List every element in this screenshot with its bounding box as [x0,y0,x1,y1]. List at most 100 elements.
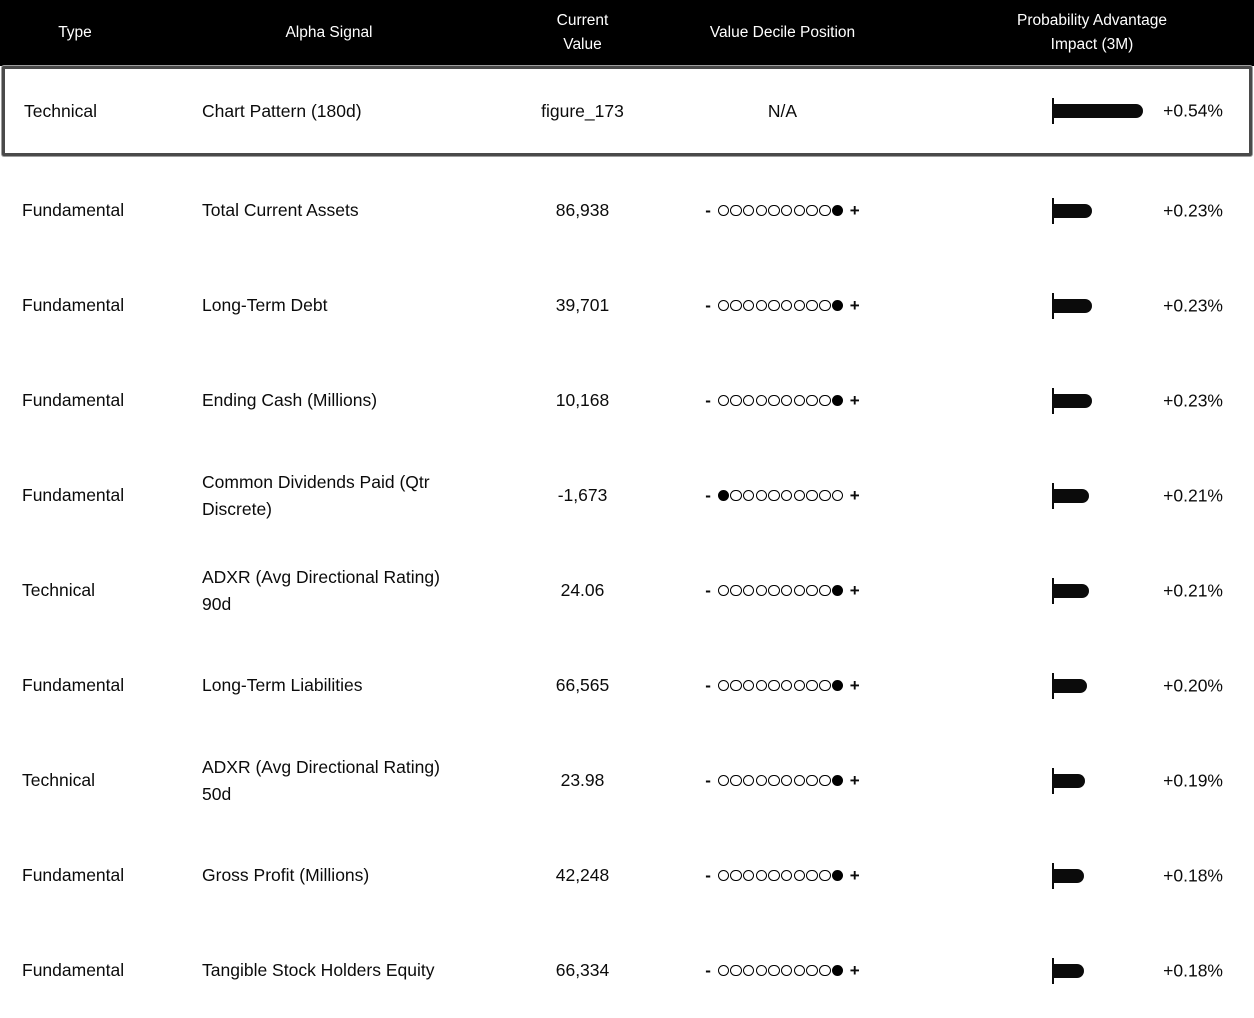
column-header-type: Type [0,21,180,45]
decile-dot [793,584,806,597]
decile-dot [755,679,768,692]
decile-dot [717,204,730,217]
decile-plus-sign: + [849,390,860,410]
decile-minus-sign: - [705,390,711,410]
decile-plus-sign: + [849,485,860,505]
decile-dot [780,204,793,217]
row-value: 42,248 [555,865,610,885]
decile-dot [717,299,730,312]
impact-bar [1052,98,1143,124]
decile-minus-sign: - [705,485,711,505]
row-impact-value: +0.18% [1163,865,1223,885]
signal-cell: Chart Pattern (180d) [180,98,500,125]
table-row[interactable]: Technical Chart Pattern (180d) figure_17… [2,66,1252,156]
table-row[interactable]: Fundamental Long-Term Liabilities 66,565… [0,638,1254,733]
table-row[interactable]: Fundamental Ending Cash (Millions) 10,16… [0,353,1254,448]
decile-dot [755,394,768,407]
decile-dots [717,964,844,977]
row-impact-value: +0.23% [1163,390,1223,410]
impact-bar-fill [1054,868,1084,883]
table-row[interactable]: Technical ADXR (Avg Directional Rating) … [0,543,1254,638]
impact-bar [1052,957,1084,984]
impact-bar-baseline-tick [1052,577,1054,604]
table-row[interactable]: Technical ADXR (Avg Directional Rating) … [0,733,1254,828]
decile-dot-filled [831,964,844,977]
decile-dot [780,489,793,502]
decile-dot [768,204,780,217]
decile-dot-filled [831,394,844,407]
row-type: Fundamental [22,390,125,410]
decile-dot [806,964,818,977]
row-signal: Gross Profit (Millions) [202,865,370,885]
signal-cell: Long-Term Debt [180,292,500,319]
impact-bar-fill [1054,298,1092,313]
row-value: 24.06 [560,580,605,600]
decile-dot [742,204,755,217]
decile-dot [730,394,742,407]
row-type: Technical [22,770,95,790]
decile-minus-sign: - [705,200,711,220]
decile-dot [793,774,806,787]
decile-plus-sign: + [849,770,860,790]
table-row[interactable]: Fundamental Long-Term Debt 39,701 - + +0… [0,258,1254,353]
decile-minus-sign: - [705,770,711,790]
decile-dot-filled [831,584,844,597]
decile-minus-sign: - [705,295,711,315]
decile-dot [819,584,831,597]
decile-dot [780,299,793,312]
decile-plus-sign: + [849,295,860,315]
decile-dot [755,489,768,502]
decile-dot [793,869,806,882]
decile-dot [755,774,768,787]
row-signal: Ending Cash (Millions) [202,390,378,410]
decile-dot-filled [831,679,844,692]
impact-bar-fill [1054,203,1092,218]
impact-bar-fill [1054,104,1143,118]
table-row[interactable]: Fundamental Gross Profit (Millions) 42,2… [0,828,1254,923]
decile-plus-sign: + [849,865,860,885]
decile-dot [780,394,793,407]
decile-widget: - + [705,866,859,886]
decile-dot [717,774,730,787]
decile-na-label: N/A [767,100,798,121]
decile-dot [806,679,818,692]
signal-cell: Tangible Stock Holders Equity [180,957,500,984]
decile-dots [717,204,844,217]
row-type: Fundamental [22,960,125,980]
decile-plus-sign: + [849,580,860,600]
impact-cell: +0.23% [900,163,1254,258]
decile-dot [819,299,831,312]
decile-minus-sign: - [705,675,711,695]
decile-minus-sign: - [705,960,711,980]
decile-cell: - + [665,866,900,886]
decile-dots [717,299,844,312]
decile-plus-sign: + [849,200,860,220]
decile-dot [819,204,831,217]
decile-dot [730,679,742,692]
decile-dot-filled [831,774,844,787]
impact-bar-baseline-tick [1052,862,1054,889]
decile-widget: - + [705,581,859,601]
row-value: 23.98 [560,770,605,790]
impact-cell: +0.23% [900,258,1254,353]
decile-dot [730,964,742,977]
decile-dot [793,394,806,407]
column-header-value-decile-position: Value Decile Position [665,21,900,45]
decile-dot [717,964,730,977]
decile-dot [806,774,818,787]
decile-dot [831,489,844,502]
table-row[interactable]: Fundamental Total Current Assets 86,938 … [0,163,1254,258]
decile-dot [793,299,806,312]
table-row[interactable]: Fundamental Common Dividends Paid (Qtr D… [0,448,1254,543]
row-value: 66,334 [555,960,610,980]
column-header-probability-advantage-impact: Probability Advantage Impact (3M) [900,9,1254,57]
impact-cell: +0.18% [900,828,1254,923]
table-row[interactable]: Fundamental Tangible Stock Holders Equit… [0,923,1254,1018]
column-header-alpha-signal: Alpha Signal [180,21,500,45]
row-type: Technical [22,580,95,600]
decile-dot [755,869,768,882]
decile-dots [717,774,844,787]
decile-dot [768,679,780,692]
decile-dot [717,394,730,407]
decile-dot [742,489,755,502]
